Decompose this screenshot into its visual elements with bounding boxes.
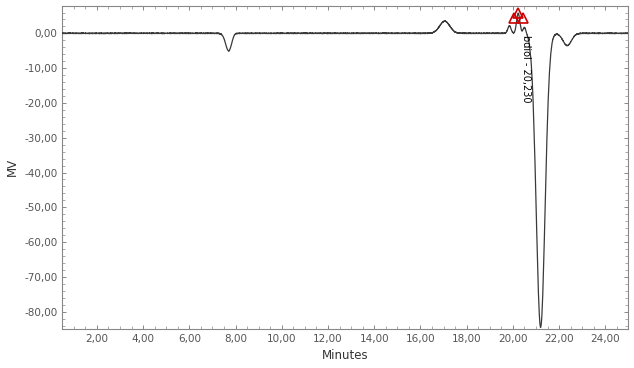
X-axis label: Minutes: Minutes <box>322 350 368 362</box>
Y-axis label: MV: MV <box>6 158 18 176</box>
Text: bdiol - 20,230: bdiol - 20,230 <box>521 35 531 103</box>
